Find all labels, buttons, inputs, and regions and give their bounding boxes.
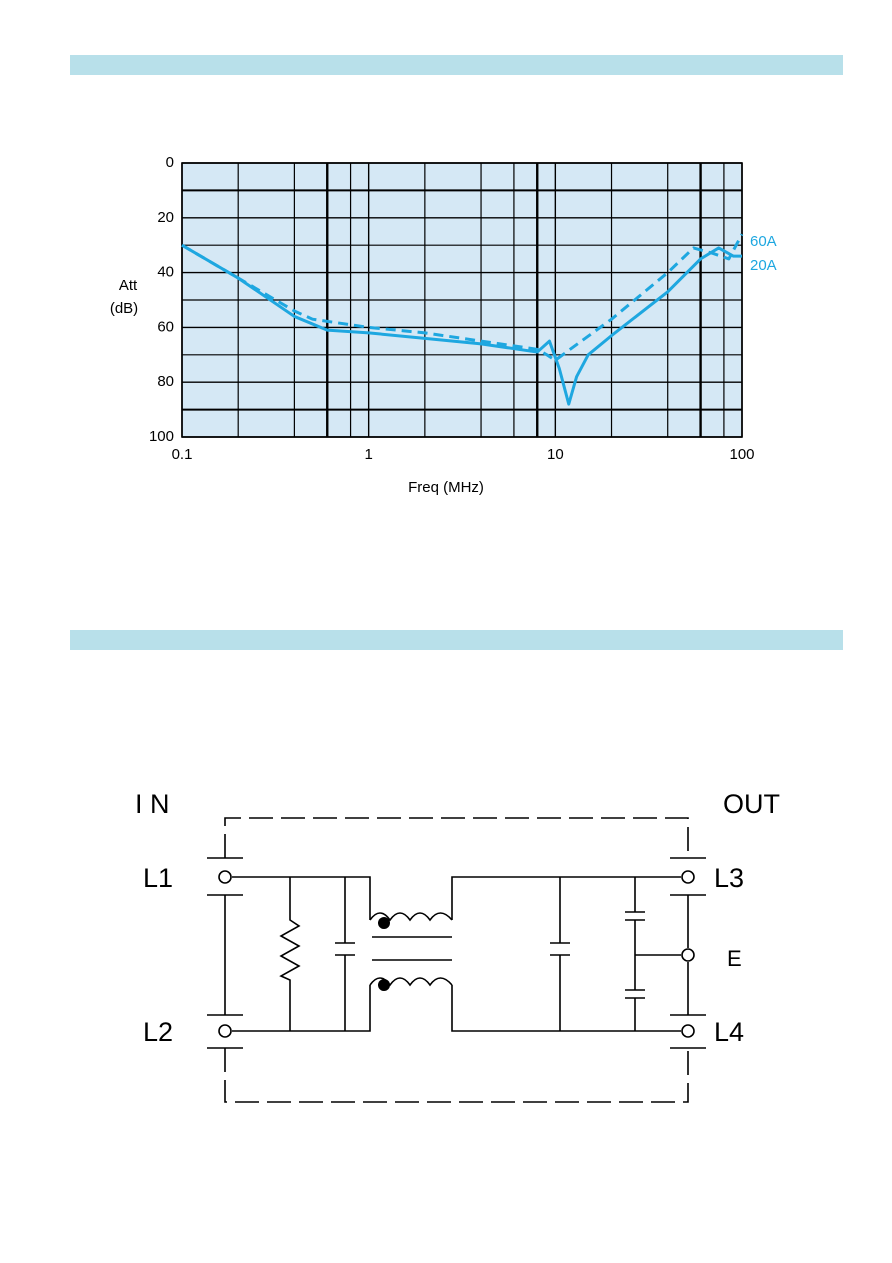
- label: L2: [143, 1017, 173, 1047]
- label: E: [727, 946, 742, 971]
- y-tick-label: 0: [166, 154, 174, 171]
- polarity-dot: [378, 917, 390, 929]
- terminal: [681, 870, 695, 884]
- series-line: [181, 243, 742, 406]
- x-tick-label: 10: [547, 446, 564, 463]
- wires: [232, 876, 681, 1032]
- polarity-dot: [378, 979, 390, 991]
- terminal-plates: [207, 857, 706, 1049]
- plot-frame: [181, 162, 743, 438]
- section-bar: [70, 630, 843, 650]
- circuit-diagram: I N OUT L1 L2 L3 L4 E: [135, 789, 780, 1103]
- chart: Att (dB) Freq (MHz) 0.1 1 10 100 0 20 40 60 80 10…: [110, 154, 777, 496]
- y-axis-label: (dB): [110, 300, 138, 317]
- y-axis-label: Att: [119, 277, 138, 294]
- terminal: [218, 1024, 232, 1038]
- x-axis-label: Freq (MHz): [408, 479, 484, 496]
- capacitor: [335, 877, 355, 1031]
- series-label: 60A: [750, 233, 777, 250]
- wires: [224, 895, 689, 1015]
- circuit: I N OUT L1 L2 L3 L4 E: [135, 789, 780, 1103]
- y-tick-label: 20: [157, 209, 174, 226]
- y-tick-label: 40: [157, 264, 174, 281]
- y-tick-label: 80: [157, 373, 174, 390]
- terminal: [218, 870, 232, 884]
- x-tick-label: 1: [364, 446, 372, 463]
- x-tick-label: 0.1: [172, 446, 193, 463]
- label: L1: [143, 863, 173, 893]
- series-label: 20A: [750, 257, 777, 274]
- label: I N: [135, 789, 170, 819]
- y-tick-label: 60: [157, 318, 174, 335]
- x-tick-label: 100: [729, 446, 754, 463]
- choke-core: [372, 936, 452, 961]
- label: L3: [714, 863, 744, 893]
- section-bar: [70, 55, 843, 75]
- label: OUT: [723, 789, 780, 819]
- terminal: [681, 948, 695, 962]
- series-line: [181, 233, 744, 362]
- label: L4: [714, 1017, 744, 1047]
- shield: [224, 817, 689, 1103]
- resistor: [279, 877, 301, 1031]
- y-tick-label: 100: [149, 428, 174, 445]
- y-capacitors: [625, 877, 681, 1031]
- terminal: [681, 1024, 695, 1038]
- capacitor: [550, 877, 570, 1031]
